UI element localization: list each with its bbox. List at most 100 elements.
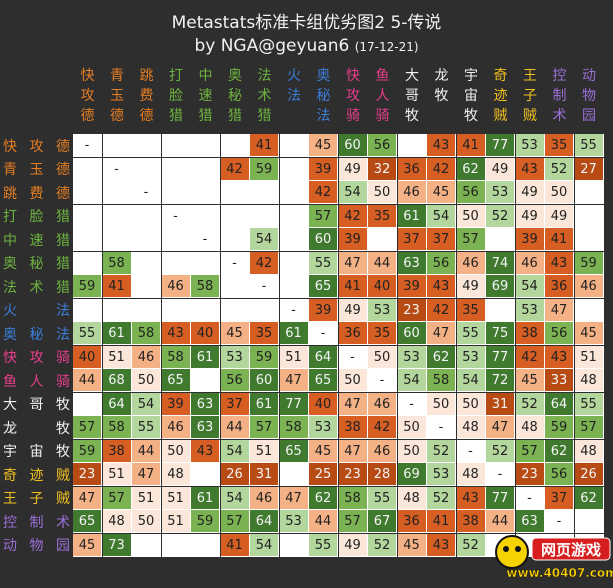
matchup-cell: 40 [73, 345, 102, 369]
matchup-cell: 40 [368, 275, 397, 298]
matchup-cell: 58 [102, 416, 132, 439]
matchup-cell [220, 298, 250, 322]
matchup-cell: 57 [73, 416, 102, 439]
matchup-cell: 43 [427, 134, 456, 157]
matchup-cell [132, 228, 161, 251]
matchup-cell: 49 [515, 204, 545, 228]
row-header: 鱼人骑 [3, 373, 70, 390]
matchup-cell: 48 [515, 416, 545, 439]
matchup-cell: 46 [368, 392, 397, 416]
matchup-cell: 63 [191, 392, 220, 416]
row-header: 动物园 [3, 538, 70, 554]
matchup-cell: 32 [368, 157, 397, 181]
watermark-name: 网页游戏 [541, 541, 601, 559]
matchup-cell: 60 [338, 134, 368, 157]
matchup-cell: 42 [515, 345, 545, 369]
matchup-cell: 46 [132, 345, 161, 369]
matchup-cell: 51 [279, 345, 309, 369]
matchup-cell: 46 [161, 275, 191, 298]
matchup-cell: 54 [427, 204, 456, 228]
matchup-cell: 57 [102, 486, 132, 510]
matchup-cell: 42 [368, 416, 397, 439]
matchup-cell: 59 [574, 251, 604, 275]
matchup-cell: 49 [515, 181, 545, 204]
matchup-cell: 41 [545, 228, 574, 251]
matchup-cell: 64 [250, 510, 279, 533]
matchup-cell: 23 [515, 463, 545, 486]
matchup-cell: 35 [368, 322, 397, 345]
matchup-cell [574, 510, 604, 533]
matchup-cell: 39 [161, 392, 191, 416]
matchup-cell: 23 [73, 463, 102, 486]
matchup-cell: 49 [338, 533, 368, 557]
matchup-cell: 25 [309, 463, 338, 486]
matchup-cell: 42 [427, 157, 456, 181]
matchup-cell: 42 [427, 298, 456, 322]
matchup-cell: 51 [132, 486, 161, 510]
matchup-cell: 53 [309, 416, 338, 439]
matchup-cell: 61 [191, 486, 220, 510]
matchup-cell: - [161, 204, 191, 228]
matchup-cell: 45 [220, 322, 250, 345]
matchup-cell [73, 251, 102, 275]
matchup-cell [161, 134, 191, 157]
matchup-cell: - [368, 369, 397, 392]
row-header: 宇宙牧 [3, 444, 70, 460]
matchup-cell: - [220, 251, 250, 275]
matchup-cell: 38 [515, 322, 545, 345]
matchup-cell: 50 [397, 439, 427, 463]
matchup-cell: 39 [338, 228, 368, 251]
matchup-cell: 68 [102, 369, 132, 392]
matchup-cell: 75 [486, 322, 515, 345]
matchup-cell: - [456, 439, 486, 463]
matchup-cell: 38 [338, 416, 368, 439]
matchup-cell: 41 [338, 275, 368, 298]
matchup-cell [191, 251, 220, 275]
matchup-cell: 53 [515, 134, 545, 157]
matchup-cell: 72 [486, 369, 515, 392]
matchup-cell: 74 [486, 251, 515, 275]
matchup-cell: 23 [397, 298, 427, 322]
row-header: 快攻德 [3, 138, 70, 155]
matchup-cell: - [427, 416, 456, 439]
column-header: 法术猎 [257, 68, 272, 124]
matchup-cell: 54 [220, 439, 250, 463]
matchup-cell [191, 134, 220, 157]
matchup-cell: 35 [250, 322, 279, 345]
matchup-cell: 62 [574, 486, 604, 510]
matchup-cell: 65 [279, 439, 309, 463]
matchup-cell: 26 [220, 463, 250, 486]
matchup-cell: 50 [338, 369, 368, 392]
row-header: 奇迹贼 [3, 467, 70, 484]
matchup-cell: 56 [368, 134, 397, 157]
matchup-cell: 54 [250, 228, 279, 251]
matchup-cell: 43 [191, 439, 220, 463]
matchup-cell: 53 [220, 345, 250, 369]
matchup-cell: 54 [220, 486, 250, 510]
matchup-cell [279, 275, 309, 298]
matchup-cell: 57 [456, 228, 486, 251]
matchup-cell: 37 [545, 486, 574, 510]
matchup-cell [279, 228, 309, 251]
matchup-cell: 58 [102, 251, 132, 275]
matchup-cell [161, 298, 191, 322]
matchup-cell: 43 [456, 486, 486, 510]
chart-subtitle: by NGA@geyuan6 (17-12-21) [0, 36, 613, 56]
column-header: 快攻骑 [346, 68, 360, 124]
matchup-cell: 39 [309, 157, 338, 181]
matchup-cell: 47 [132, 463, 161, 486]
matchup-cell: 37 [220, 392, 250, 416]
matchup-cell: 50 [427, 392, 456, 416]
matchup-cell [486, 228, 515, 251]
matchup-cell: 55 [132, 416, 161, 439]
matchup-cell: - [250, 275, 279, 298]
matchup-cell [102, 298, 132, 322]
row-header: 跳费德 [3, 185, 70, 202]
matchup-cell: 51 [161, 510, 191, 533]
row-header: 大哥牧 [3, 397, 70, 413]
matchup-cell: 52 [515, 392, 545, 416]
matchup-cell [132, 275, 161, 298]
matchup-cell: 41 [456, 134, 486, 157]
matchup-cell: 52 [486, 439, 515, 463]
matchup-cell: 45 [515, 369, 545, 392]
